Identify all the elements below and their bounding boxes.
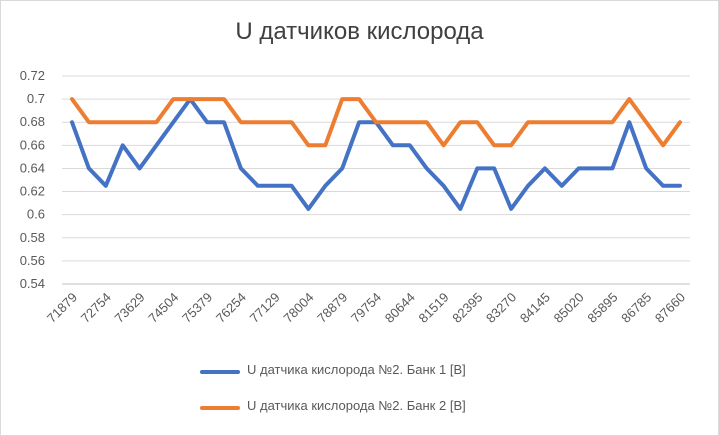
gridlines [62, 75, 690, 285]
legend-swatch-bank2 [200, 406, 240, 410]
chart-title: U датчиков кислорода [235, 18, 484, 45]
y-axis-ticks: 0.54 0.56 0.58 0.6 0.62 0.64 0.66 0.68 0.7 0.72 [20, 68, 45, 291]
x-tick-label: 75379 [179, 290, 215, 326]
y-tick-label: 0.64 [20, 160, 45, 175]
x-tick-label: 71879 [44, 290, 80, 326]
series-line-bank2 [70, 97, 682, 148]
y-tick-label: 0.54 [20, 276, 45, 291]
x-tick-label: 79754 [348, 290, 384, 326]
x-tick-label: 82395 [449, 290, 485, 326]
x-tick-label: 73629 [112, 290, 148, 326]
legend-label-bank2: U датчика кислорода №2. Банк 2 [В] [247, 398, 466, 413]
x-tick-label: 74504 [145, 290, 181, 326]
y-tick-label: 0.7 [27, 91, 45, 106]
x-tick-label: 77129 [247, 290, 283, 326]
x-tick-label: 85895 [584, 290, 620, 326]
x-tick-label: 72754 [78, 290, 114, 326]
x-tick-label: 86785 [618, 290, 654, 326]
legend-swatch-bank1 [200, 370, 240, 374]
x-tick-label: 78004 [280, 290, 316, 326]
y-tick-label: 0.66 [20, 137, 45, 152]
series-lines [70, 97, 682, 211]
x-tick-label: 84145 [517, 290, 553, 326]
y-tick-label: 0.62 [20, 184, 45, 199]
y-tick-label: 0.6 [27, 207, 45, 222]
x-tick-label: 80644 [382, 290, 418, 326]
x-tick-label: 83270 [483, 290, 519, 326]
y-tick-label: 0.68 [20, 114, 45, 129]
x-tick-label: 76254 [213, 290, 249, 326]
x-tick-label: 78879 [314, 290, 350, 326]
y-tick-label: 0.72 [20, 68, 45, 83]
legend-label-bank1: U датчика кислорода №2. Банк 1 [В] [247, 362, 466, 377]
y-tick-label: 0.58 [20, 230, 45, 245]
x-axis-ticks: 7187972754736297450475379762547712978004… [44, 290, 688, 326]
x-tick-label: 81519 [416, 290, 452, 326]
x-tick-label: 87660 [652, 290, 688, 326]
x-tick-label: 85020 [551, 290, 587, 326]
y-tick-label: 0.56 [20, 253, 45, 268]
